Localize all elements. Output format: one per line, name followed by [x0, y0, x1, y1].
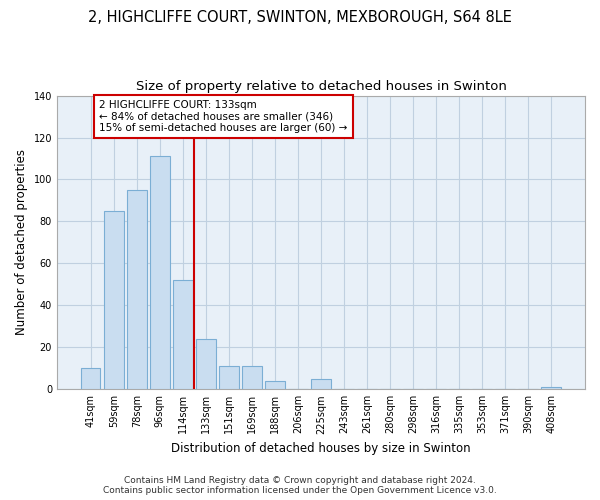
Text: 2, HIGHCLIFFE COURT, SWINTON, MEXBOROUGH, S64 8LE: 2, HIGHCLIFFE COURT, SWINTON, MEXBOROUGH…: [88, 10, 512, 25]
Bar: [311, 379, 331, 390]
Bar: [81, 368, 100, 390]
Bar: [150, 156, 170, 390]
Bar: [265, 381, 284, 390]
Text: Contains HM Land Registry data © Crown copyright and database right 2024.
Contai: Contains HM Land Registry data © Crown c…: [103, 476, 497, 495]
Title: Size of property relative to detached houses in Swinton: Size of property relative to detached ho…: [136, 80, 506, 93]
Bar: [127, 190, 146, 390]
X-axis label: Distribution of detached houses by size in Swinton: Distribution of detached houses by size …: [171, 442, 471, 455]
Bar: [104, 211, 124, 390]
Bar: [541, 387, 561, 390]
Bar: [242, 366, 262, 390]
Bar: [196, 339, 215, 390]
Y-axis label: Number of detached properties: Number of detached properties: [15, 150, 28, 336]
Bar: [173, 280, 193, 390]
Text: 2 HIGHCLIFFE COURT: 133sqm
← 84% of detached houses are smaller (346)
15% of sem: 2 HIGHCLIFFE COURT: 133sqm ← 84% of deta…: [99, 100, 347, 133]
Bar: [219, 366, 239, 390]
